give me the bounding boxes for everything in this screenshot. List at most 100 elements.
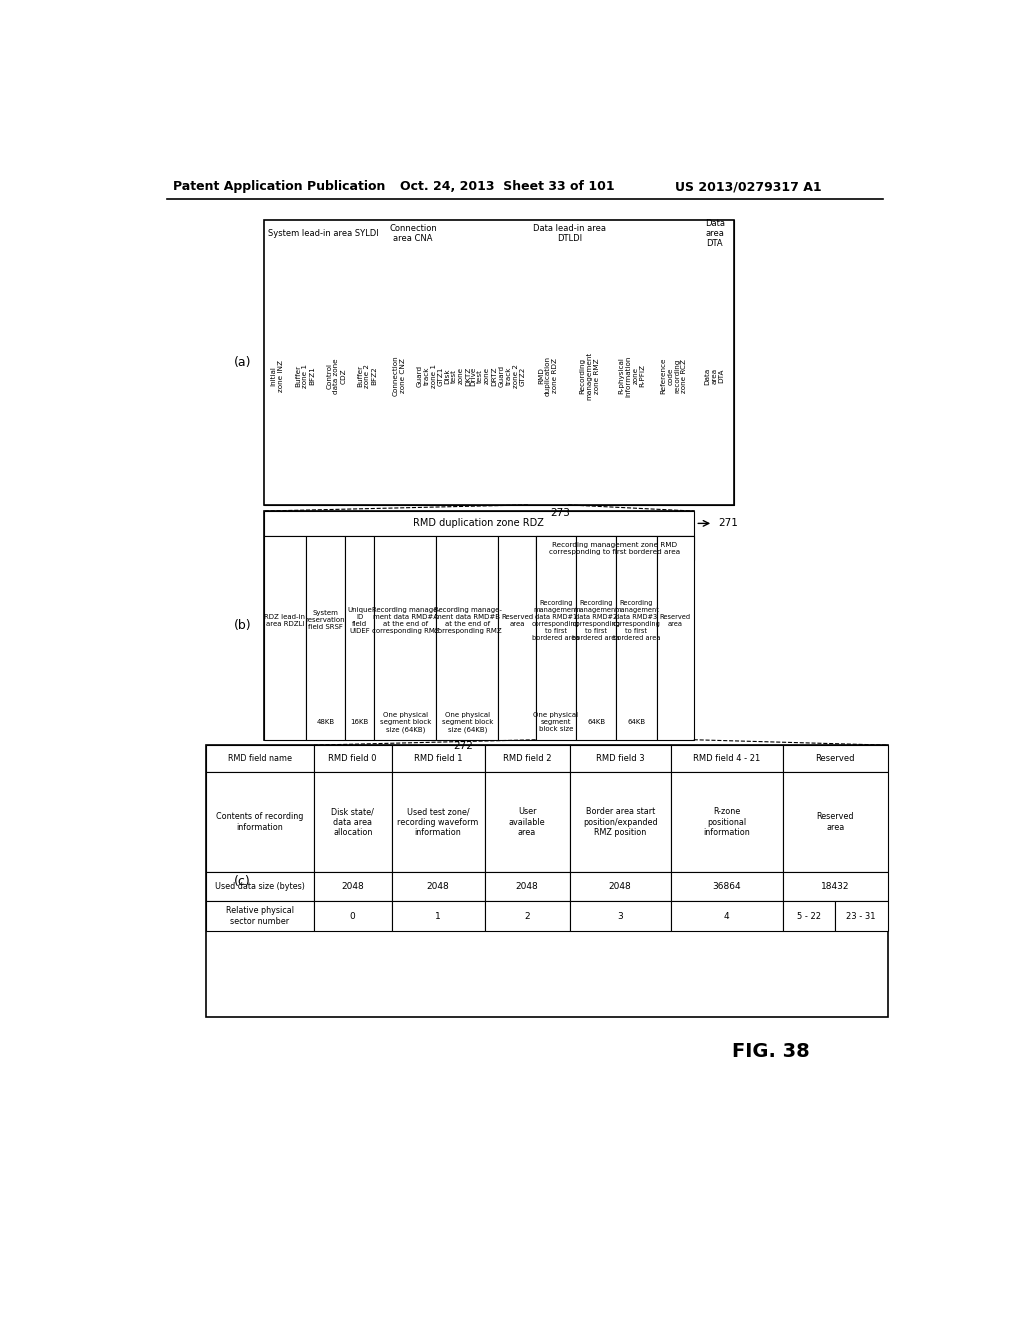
Bar (391, 744, 484, 772)
Text: Guard
track
zone 1
GTZ1: Guard track zone 1 GTZ1 (417, 364, 443, 388)
Bar (783, 772, 888, 873)
Bar (382, 220, 444, 247)
Bar (569, 744, 671, 772)
Text: Recording
management
data RMD#3
corresponding
to first
bordered area: Recording management data RMD#3 correspo… (612, 599, 660, 642)
Bar (611, 247, 652, 506)
Text: RDZ lead-in
area RDZLI: RDZ lead-in area RDZLI (264, 614, 305, 627)
Text: (c): (c) (234, 875, 251, 887)
Text: 272: 272 (454, 741, 473, 751)
Bar (671, 744, 783, 772)
Bar (306, 536, 345, 739)
Bar (671, 902, 783, 931)
Bar (382, 247, 417, 506)
Bar (536, 536, 575, 739)
Text: 36864: 36864 (713, 882, 741, 891)
Text: Disk state/
data area
allocation: Disk state/ data area allocation (332, 808, 374, 837)
Bar (391, 902, 484, 931)
Text: User
available
area: User available area (509, 808, 546, 837)
Text: Drive
test
zone
DRTZ: Drive test zone DRTZ (470, 366, 498, 385)
Text: 64KB: 64KB (587, 719, 605, 726)
Text: Recording management zone RMD
corresponding to first bordered area: Recording management zone RMD correspond… (549, 541, 680, 554)
Bar (497, 247, 528, 506)
Bar (263, 511, 693, 536)
Text: Unique
ID
field
UIDEF: Unique ID field UIDEF (347, 607, 372, 634)
Text: Reference
code
recording
zone RCZ: Reference code recording zone RCZ (660, 358, 687, 395)
Bar (783, 744, 888, 772)
Bar (695, 247, 734, 506)
Text: One physical
segment block
size (64KB): One physical segment block size (64KB) (380, 713, 431, 733)
Bar (391, 873, 484, 902)
Text: System lead-in area SYLDI: System lead-in area SYLDI (267, 228, 378, 238)
Text: R-physical
information
zone
R-PFIZ: R-physical information zone R-PFIZ (618, 355, 645, 396)
Text: 5 - 22: 5 - 22 (797, 912, 821, 920)
Bar (499, 536, 536, 739)
Bar (417, 247, 444, 506)
Bar (352, 247, 382, 506)
Bar (206, 772, 314, 873)
Bar (569, 873, 671, 902)
Bar (206, 873, 314, 902)
Text: Recording manage-
ment data RMD#A
at the end of
corresponding RMZ: Recording manage- ment data RMD#A at the… (372, 607, 439, 634)
Text: FIG. 38: FIG. 38 (732, 1041, 810, 1061)
Bar (536, 536, 693, 561)
Bar (471, 247, 497, 506)
Text: Recording
management
data RMD#2
corresponding
to first
bordered area: Recording management data RMD#2 correspo… (572, 599, 621, 642)
Bar (263, 511, 693, 739)
Bar (263, 247, 291, 506)
Text: 1: 1 (435, 912, 441, 920)
Bar (206, 744, 314, 772)
Text: Used data size (bytes): Used data size (bytes) (215, 882, 305, 891)
Text: Recording manage-
ment data RMD#B
at the end of
corresponding RMZ: Recording manage- ment data RMD#B at the… (433, 607, 502, 634)
Text: Reserved
area: Reserved area (659, 614, 691, 627)
Text: (a): (a) (233, 356, 252, 370)
Bar (314, 873, 391, 902)
Bar (314, 744, 391, 772)
Bar (484, 902, 569, 931)
Bar (206, 902, 314, 931)
Bar (783, 902, 835, 931)
Text: RMD field 0: RMD field 0 (329, 754, 377, 763)
Text: Control
data zone
CDZ: Control data zone CDZ (327, 358, 346, 393)
Text: Relative physical
sector number: Relative physical sector number (225, 907, 294, 925)
Text: 2: 2 (524, 912, 530, 920)
Text: Border area start
position/expanded
RMZ position: Border area start position/expanded RMZ … (583, 808, 657, 837)
Bar (656, 536, 693, 739)
Bar (671, 873, 783, 902)
Bar (484, 772, 569, 873)
Text: RMD duplication zone RDZ: RMD duplication zone RDZ (414, 519, 544, 528)
Text: 2048: 2048 (341, 882, 365, 891)
Text: RMD field 4 - 21: RMD field 4 - 21 (693, 754, 760, 763)
Bar (616, 536, 656, 739)
Bar (375, 536, 436, 739)
Text: Oct. 24, 2013  Sheet 33 of 101: Oct. 24, 2013 Sheet 33 of 101 (400, 181, 615, 194)
Text: 0: 0 (350, 912, 355, 920)
Text: RMD field 3: RMD field 3 (596, 754, 644, 763)
Text: System
reservation
field SRSF: System reservation field SRSF (306, 610, 345, 631)
Bar (321, 247, 352, 506)
Text: 2048: 2048 (516, 882, 539, 891)
Bar (671, 772, 783, 873)
Text: Reserved: Reserved (815, 754, 855, 763)
Bar (484, 873, 569, 902)
Text: Recording
management
zone RMZ: Recording management zone RMZ (580, 352, 599, 400)
Bar (391, 772, 484, 873)
Bar (444, 220, 695, 247)
Text: R-zone
positional
information: R-zone positional information (703, 808, 750, 837)
Text: Guard
track
zone 2
GTZ2: Guard track zone 2 GTZ2 (499, 364, 526, 388)
Text: Contents of recording
information: Contents of recording information (216, 812, 303, 832)
Text: (b): (b) (233, 619, 252, 632)
Bar (652, 247, 695, 506)
Bar (345, 536, 375, 739)
Bar (528, 247, 568, 506)
Bar (263, 536, 306, 739)
Bar (444, 247, 471, 506)
Bar (484, 744, 569, 772)
Text: Buffer
zone 1
BFZ1: Buffer zone 1 BFZ1 (296, 364, 315, 388)
Bar (569, 902, 671, 931)
Text: One physical
segment
block size: One physical segment block size (534, 713, 579, 733)
Bar (569, 772, 671, 873)
Text: Connection
area CNA: Connection area CNA (389, 224, 437, 243)
Text: Buffer
zone 2
BFZ2: Buffer zone 2 BFZ2 (357, 364, 378, 388)
Text: RMD field name: RMD field name (227, 754, 292, 763)
Text: 18432: 18432 (821, 882, 850, 891)
